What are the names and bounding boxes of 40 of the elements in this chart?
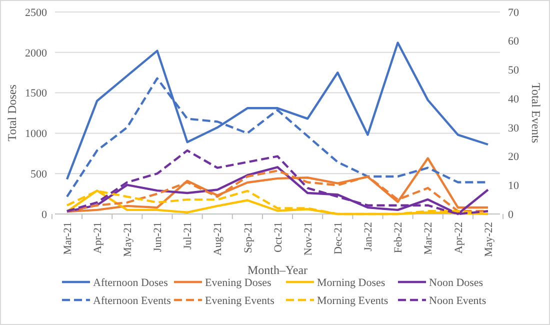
- y2-tick-label: 50: [508, 64, 520, 77]
- legend-label: Evening Doses: [205, 276, 272, 289]
- y2-tick-label: 30: [508, 122, 520, 134]
- y-tick-label: 1000: [25, 128, 48, 140]
- x-tick-label: Dec-21: [332, 222, 344, 254]
- x-tick-label: May-22: [482, 222, 495, 257]
- y2-axis-title: Total Events: [529, 82, 543, 144]
- y-tick-label: 2500: [25, 6, 48, 19]
- x-tick-label: Oct-21: [272, 222, 284, 253]
- legend-label: Noon Events: [429, 294, 486, 307]
- y-tick-label: 1500: [25, 88, 48, 100]
- legend-label: Morning Doses: [317, 276, 386, 289]
- y-tick-label: 2000: [25, 47, 48, 60]
- y2-tick-label: 40: [508, 93, 520, 106]
- legend-label: Morning Events: [317, 294, 388, 307]
- y2-tick-label: 0: [508, 208, 514, 221]
- x-tick-label: Feb-22: [392, 222, 405, 254]
- x-tick-label: Jan-22: [362, 222, 375, 252]
- x-tick-label: Jul-21: [182, 222, 194, 250]
- x-tick-label: May-21: [122, 222, 134, 257]
- legend-label: Evening Events: [205, 294, 274, 307]
- x-axis-title: Month–Year: [247, 263, 308, 277]
- legend-label: Afternoon Doses: [93, 276, 168, 289]
- y-tick-label: 0: [42, 208, 48, 221]
- y2-tick-label: 10: [508, 180, 520, 192]
- x-tick-label: Apr-22: [452, 222, 465, 254]
- legend-label: Noon Doses: [429, 276, 484, 289]
- x-tick-label: Aug-21: [212, 222, 224, 256]
- legend-label: Afternoon Events: [93, 294, 171, 307]
- x-tick-label: Apr-21: [92, 222, 104, 254]
- x-tick-label: Sep-21: [242, 222, 254, 254]
- y2-tick-label: 60: [508, 36, 520, 48]
- x-tick-label: Mar-22: [422, 222, 435, 255]
- y-tick-label: 500: [30, 168, 48, 180]
- y2-tick-label: 20: [508, 151, 520, 164]
- y2-tick-label: 70: [508, 6, 520, 19]
- x-tick-label: Jun-21: [152, 222, 164, 252]
- y-axis-title: Total Doses: [5, 84, 19, 142]
- x-tick-label: Nov-21: [302, 222, 314, 256]
- x-tick-label: Mar-21: [62, 222, 74, 255]
